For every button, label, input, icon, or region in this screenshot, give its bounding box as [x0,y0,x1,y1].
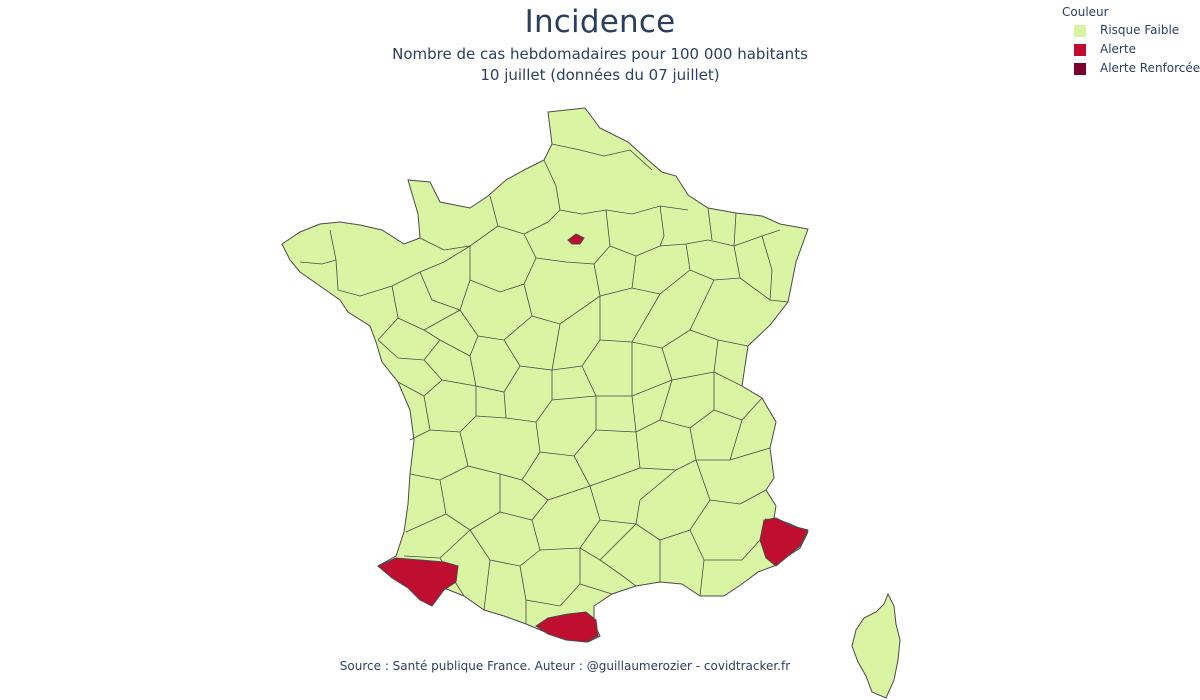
source-caption: Source : Santé publique France. Auteur :… [339,659,791,673]
legend-label: Alerte Renforcée [1100,61,1200,75]
map-date-subtitle: 10 juillet (données du 07 juillet) [480,66,720,84]
legend: Couleur Risque Faible Alerte Alerte Renf… [1062,3,1200,78]
legend-swatch [1074,25,1086,37]
legend-item-alerte-renforcee[interactable]: Alerte Renforcée [1062,59,1200,78]
legend-swatch [1074,63,1086,75]
department-borders [299,143,789,624]
legend-item-alerte[interactable]: Alerte [1062,40,1200,59]
mainland-france [281,107,809,643]
map-subtitle: Nombre de cas hebdomadaires pour 100 000… [392,45,808,63]
department-pyrenees-orientales [535,611,599,643]
legend-label: Risque Faible [1100,23,1180,37]
department-paris [567,233,585,245]
legend-title: Couleur [1062,5,1109,19]
department-alpes-maritimes [759,517,809,567]
map-title: Incidence [524,4,676,40]
corsica [851,592,901,699]
department-pyrenees-atlantiques [377,557,459,607]
legend-swatch [1074,44,1086,56]
legend-item-risque-faible[interactable]: Risque Faible [1062,21,1200,40]
legend-label: Alerte [1100,42,1136,56]
